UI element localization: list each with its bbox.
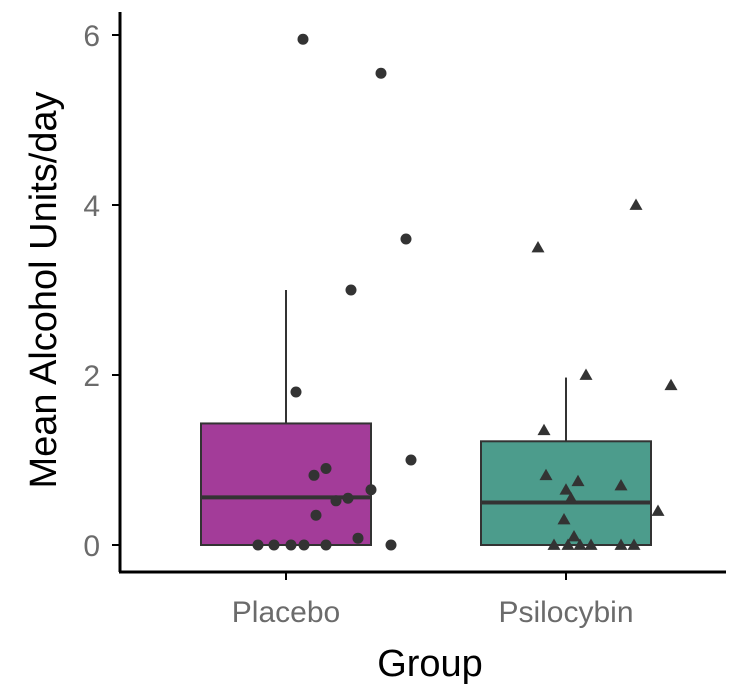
y-tick-label: 6 xyxy=(83,20,100,53)
data-point xyxy=(320,463,332,474)
y-axis-ticks: 0 2 4 6 xyxy=(83,20,120,563)
data-point xyxy=(342,492,354,504)
y-axis-title: Mean Alcohol Units/day xyxy=(23,91,65,488)
x-category-label: Placebo xyxy=(232,596,340,629)
data-point xyxy=(352,532,364,544)
data-point xyxy=(539,468,553,481)
data-point xyxy=(310,509,322,521)
data-point xyxy=(614,538,628,550)
data-point xyxy=(547,538,561,550)
data-point xyxy=(375,67,387,79)
y-tick-label: 2 xyxy=(83,360,100,393)
x-axis-categories: Placebo Psilocybin xyxy=(232,572,634,629)
data-point xyxy=(290,386,302,398)
data-point xyxy=(584,538,598,550)
data-point xyxy=(531,241,545,253)
data-point xyxy=(365,484,377,496)
data-point xyxy=(579,368,593,380)
data-point xyxy=(571,474,585,487)
data-point xyxy=(308,469,320,481)
x-axis-title: Group xyxy=(377,643,483,685)
data-point xyxy=(573,538,587,550)
data-point xyxy=(385,539,397,551)
data-point xyxy=(252,539,264,551)
data-point xyxy=(345,284,357,296)
data-point xyxy=(268,539,280,551)
x-category-label: Psilocybin xyxy=(498,596,633,629)
data-point xyxy=(400,233,412,245)
data-point xyxy=(559,483,573,495)
data-point xyxy=(537,423,551,436)
data-point xyxy=(298,539,310,551)
y-tick-label: 0 xyxy=(83,530,100,563)
data-point xyxy=(627,538,641,550)
data-point xyxy=(651,504,665,516)
data-point xyxy=(567,530,581,542)
y-tick-label: 4 xyxy=(83,190,100,223)
data-point xyxy=(629,198,643,210)
data-point xyxy=(330,495,342,507)
data-point xyxy=(614,479,628,491)
data-point xyxy=(664,378,678,391)
box-placebo xyxy=(200,422,372,547)
data-point xyxy=(297,33,309,45)
data-point xyxy=(285,539,297,551)
data-point xyxy=(564,491,578,504)
data-point xyxy=(557,513,571,525)
plot-area xyxy=(200,33,678,551)
data-point xyxy=(405,454,417,466)
data-point xyxy=(561,538,575,550)
data-point xyxy=(320,539,332,551)
